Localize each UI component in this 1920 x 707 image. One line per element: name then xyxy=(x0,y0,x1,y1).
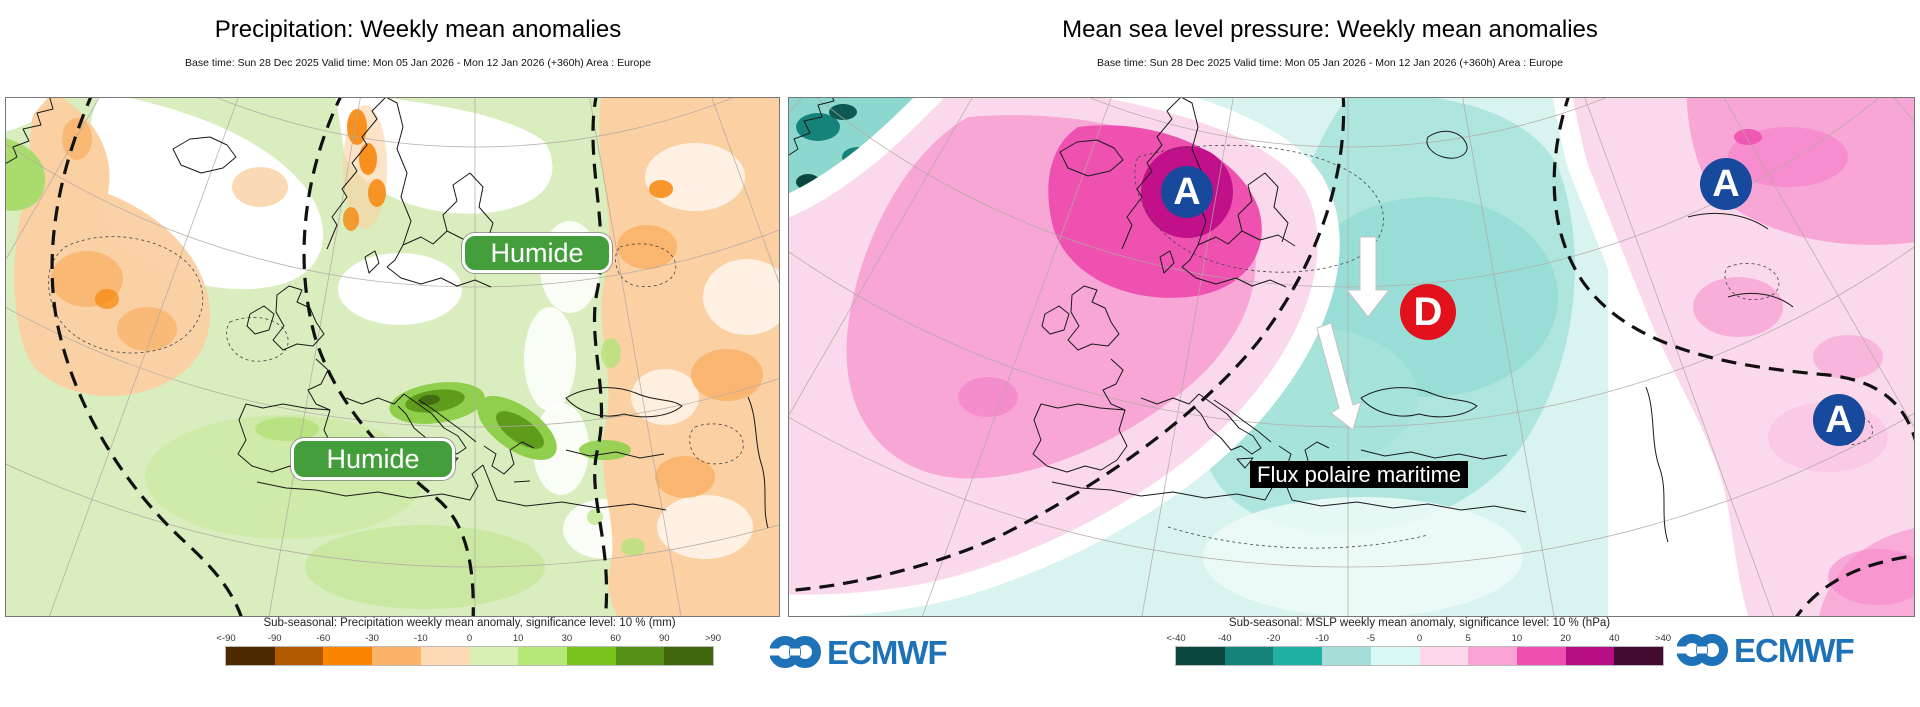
colorbar-title: Sub-seasonal: MSLP weekly mean anomaly, … xyxy=(1228,617,1611,629)
colorbar-cell xyxy=(1176,647,1225,665)
colorbar-scale xyxy=(1175,646,1664,666)
colorbar-tick-label: 5 xyxy=(1465,633,1471,644)
colorbar-cell xyxy=(274,647,324,665)
positive-anomaly-regions xyxy=(788,97,1915,617)
colorbar-tick-label: 60 xyxy=(610,633,621,644)
colorbar-tick-label: 90 xyxy=(659,633,670,644)
low-pressure-badge: D xyxy=(1400,284,1456,340)
ecmwf-logo-text: ECMWF xyxy=(1734,631,1855,669)
ecmwf-logo: ECMWF xyxy=(1677,630,1855,670)
mslp-title: Mean sea level pressure: Weekly mean ano… xyxy=(1062,16,1598,43)
colorbar-cell xyxy=(469,647,519,665)
dry-anomaly-regions xyxy=(14,97,780,617)
colorbar-cell xyxy=(1370,647,1420,665)
colorbar-tick-label: 40 xyxy=(1609,633,1620,644)
colorbar-tick-label: 10 xyxy=(512,633,524,644)
flux-polaire-label: Flux polaire maritime xyxy=(1250,461,1469,488)
graticule xyxy=(5,97,780,617)
colorbar-tick-label: <-40 xyxy=(1166,633,1186,644)
colorbar-tick-label: 0 xyxy=(466,633,473,644)
precip-subtitle: Base time: Sun 28 Dec 2025 Valid time: M… xyxy=(185,57,651,69)
flow-arrows xyxy=(1316,236,1391,431)
colorbar-tick-label: -40 xyxy=(1217,633,1232,644)
zero-line-dashed xyxy=(50,97,609,617)
colorbar-cell xyxy=(420,647,470,665)
colorbar-cell xyxy=(372,647,421,665)
colorbar-cell xyxy=(615,647,665,665)
colorbar-cell xyxy=(1224,647,1274,665)
significance-contours xyxy=(1134,144,1873,549)
colorbar-tick-label: -10 xyxy=(1315,633,1329,644)
colorbar-tick-label: -30 xyxy=(365,633,379,644)
colorbar-tick-label: 20 xyxy=(1560,633,1571,644)
colorbar-ticks: <-40 -40 -20 -10 -5 0 5 10 20 40 >40 xyxy=(1166,633,1671,645)
ecmwf-logo-icon xyxy=(770,636,821,668)
colorbar-tick-label: -10 xyxy=(413,633,428,644)
colorbar-cell xyxy=(1468,647,1517,665)
colorbar-cell xyxy=(1419,647,1469,665)
high-pressure-badge: A xyxy=(1161,166,1213,218)
colorbar-scale xyxy=(225,646,714,666)
colorbar-cell xyxy=(1614,647,1664,665)
colorbar-tick-label: -5 xyxy=(1366,633,1376,644)
wet-label-badge: Humide xyxy=(462,233,612,273)
ecmwf-logo: ECMWF xyxy=(770,632,948,672)
colorbar-cell xyxy=(1565,647,1615,665)
coastlines xyxy=(5,97,769,529)
colorbar-tick-label: -20 xyxy=(1266,633,1281,644)
colorbar-tick-label: <-90 xyxy=(216,633,236,644)
colorbar-ticks: <-90 -90 -60 -30 -10 0 10 30 60 90 >90 xyxy=(216,633,721,645)
down-arrow-icon xyxy=(1345,236,1391,318)
graticule xyxy=(788,97,1915,617)
precipitation-map xyxy=(5,97,780,617)
ecmwf-logo-icon xyxy=(1677,634,1728,666)
high-pressure-badge: A xyxy=(1813,394,1865,446)
colorbar-title: Sub-seasonal: Precipitation weekly mean … xyxy=(263,617,676,629)
colorbar-cell xyxy=(226,647,275,665)
mslp-subtitle: Base time: Sun 28 Dec 2025 Valid time: M… xyxy=(1097,57,1563,69)
colorbar-cell xyxy=(518,647,567,665)
precip-title: Precipitation: Weekly mean anomalies xyxy=(214,16,622,43)
colorbar-cell xyxy=(566,647,616,665)
colorbar-tick-label: >40 xyxy=(1654,633,1672,644)
colorbar-cell xyxy=(1273,647,1323,665)
significance-contours xyxy=(48,236,744,465)
down-arrow-icon xyxy=(1316,322,1362,431)
high-pressure-badge: A xyxy=(1700,158,1752,210)
colorbar-tick-label: 30 xyxy=(561,633,573,644)
colorbar-cell xyxy=(323,647,373,665)
colorbar-cell xyxy=(1322,647,1371,665)
ecmwf-logo-text: ECMWF xyxy=(827,633,948,671)
mslp-colorbar: Sub-seasonal: MSLP weekly mean anomaly, … xyxy=(1166,617,1671,666)
wet-label-badge: Humide xyxy=(291,438,455,480)
colorbar-cell xyxy=(1516,647,1566,665)
colorbar-cell xyxy=(664,647,714,665)
colorbar-tick-label: 0 xyxy=(1416,633,1423,644)
zero-line-dashed xyxy=(788,97,1915,617)
colorbar-tick-label: -90 xyxy=(267,633,282,644)
precip-colorbar: Sub-seasonal: Precipitation weekly mean … xyxy=(216,617,721,666)
colorbar-tick-label: -60 xyxy=(316,633,331,644)
colorbar-tick-label: 10 xyxy=(1511,633,1523,644)
colorbar-tick-label: >90 xyxy=(704,633,722,644)
